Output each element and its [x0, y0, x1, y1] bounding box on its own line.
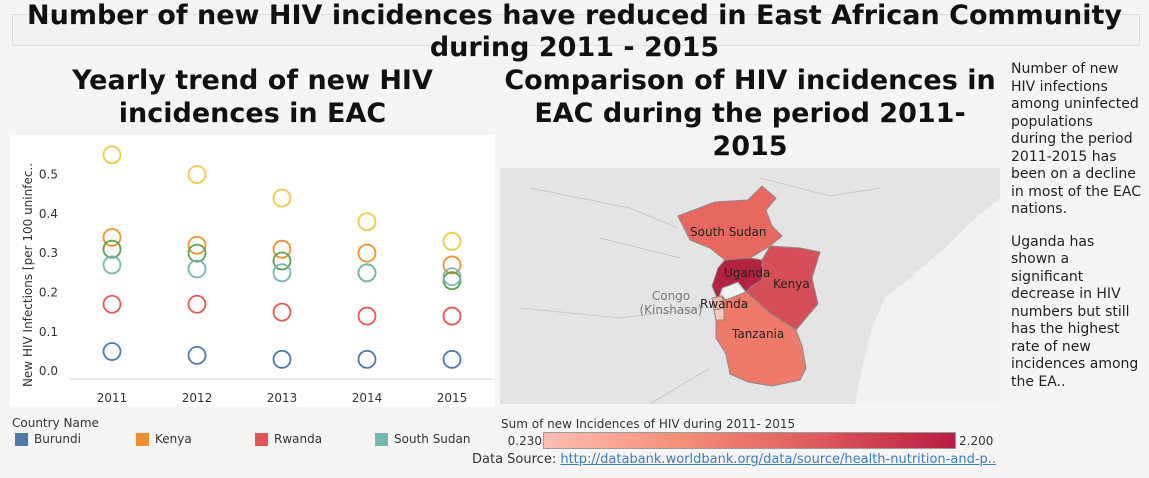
map-label-tanzania: Tanzania	[731, 327, 784, 341]
legend-swatch	[136, 432, 149, 446]
legend-item-south-sudan[interactable]: South Sudan	[375, 432, 471, 446]
scatter-point[interactable]	[442, 267, 462, 287]
scatter-point[interactable]	[442, 306, 462, 326]
map-panel[interactable]: South Sudan Uganda Kenya Rwanda Tanzania…	[500, 168, 1000, 404]
scatter-point[interactable]	[272, 251, 292, 271]
scatter-chart[interactable]: 0.0 0.1 0.2 0.3 0.4 0.5 New HIV Infections [pe…	[10, 135, 495, 407]
scatter-point[interactable]	[442, 255, 462, 275]
map-label-south-sudan: South Sudan	[690, 225, 767, 239]
legend-label: Kenya	[155, 432, 192, 446]
scatter-point[interactable]	[102, 294, 122, 314]
scatter-title: Yearly trend of new HIV incidences in EA…	[72, 65, 433, 129]
scatter-point[interactable]	[102, 342, 122, 361]
scatter-point[interactable]	[187, 165, 207, 184]
y-tick-label: 0.0	[39, 364, 58, 378]
legend-label: South Sudan	[394, 432, 471, 446]
scatter-point[interactable]	[272, 263, 292, 283]
legend-swatch	[15, 432, 28, 446]
neighbor-borders	[519, 177, 881, 404]
side-note: Number of new HIV infections among uninf…	[1011, 61, 1141, 406]
indian-ocean	[855, 198, 1000, 404]
map-label-uganda: Uganda	[724, 266, 770, 280]
y-tick-label: 0.3	[39, 246, 58, 260]
x-tick-label: 2013	[267, 391, 298, 405]
scatter-point[interactable]	[357, 243, 377, 263]
scatter-point[interactable]	[357, 263, 377, 283]
y-tick-label: 0.5	[39, 167, 58, 181]
scatter-point[interactable]	[102, 228, 122, 247]
side-note-para-1: Number of new HIV infections among uninf…	[1011, 61, 1141, 217]
scatter-point[interactable]	[442, 349, 462, 369]
scatter-panel: 0.0 0.1 0.2 0.3 0.4 0.5 New HIV Infections [pe…	[10, 135, 495, 407]
data-source: Data Source: http://databank.worldbank.o…	[472, 452, 996, 467]
dashboard-title: Number of new HIV incidences have reduce…	[27, 0, 1122, 63]
scatter-point[interactable]	[357, 212, 377, 232]
map-label-rwanda: Rwanda	[700, 297, 748, 311]
eac-map[interactable]: South Sudan Uganda Kenya Rwanda Tanzania…	[500, 168, 1000, 404]
scatter-point[interactable]	[187, 235, 207, 255]
map-label-kinshasa: (Kinshasa)	[640, 303, 703, 317]
legend-swatch	[255, 432, 268, 446]
side-note-para-2: Uganda has shown a significant decrease …	[1011, 233, 1139, 390]
y-axis-label: New HIV Infections [per 100 uninfec..	[21, 163, 35, 387]
title-bar	[12, 14, 1140, 46]
legend-label: Burundi	[34, 432, 81, 446]
legend-title: Country Name	[12, 416, 99, 430]
scatter-point[interactable]	[102, 239, 122, 259]
scatter-point[interactable]	[272, 349, 292, 369]
map-label-kenya: Kenya	[773, 277, 810, 291]
map-region-uganda[interactable]	[711, 257, 763, 302]
scatter-point[interactable]	[187, 294, 207, 314]
scatter-point[interactable]	[357, 349, 377, 369]
scatter-point[interactable]	[272, 239, 292, 259]
x-tick-label: 2011	[97, 391, 128, 405]
scatter-point[interactable]	[102, 145, 122, 165]
map-region-south-sudan[interactable]	[677, 185, 783, 261]
scatter-point[interactable]	[187, 259, 207, 279]
legend-item-kenya[interactable]: Kenya	[136, 432, 192, 446]
x-tick-label: 2012	[182, 391, 213, 405]
map-title: Comparison of HIV incidences in EAC duri…	[504, 65, 996, 162]
y-tick-label: 0.2	[39, 285, 58, 299]
legend-swatch	[375, 432, 388, 446]
scatter-point[interactable]	[442, 231, 462, 251]
data-source-label: Data Source:	[472, 452, 557, 467]
y-tick-label: 0.4	[39, 207, 58, 221]
color-legend-title: Sum of new Incidences of HIV during 2011…	[501, 417, 796, 431]
color-legend-bar	[543, 432, 956, 449]
data-source-link[interactable]: http://databank.worldbank.org/data/sourc…	[560, 452, 997, 467]
map-region-tanzania[interactable]	[715, 291, 807, 387]
scatter-point[interactable]	[102, 255, 122, 275]
scatter-point[interactable]	[442, 271, 462, 291]
y-tick-label: 0.1	[39, 325, 58, 339]
map-label-congo: Congo	[652, 289, 690, 303]
scatter-point[interactable]	[187, 345, 207, 365]
scatter-point[interactable]	[272, 188, 292, 208]
legend-label: Rwanda	[274, 432, 323, 446]
color-legend-max: 2.200	[959, 434, 994, 448]
color-legend-min: 0.230	[507, 434, 542, 448]
scatter-point[interactable]	[272, 302, 292, 322]
map-region-kenya[interactable]	[745, 245, 821, 331]
legend-item-burundi[interactable]: Burundi	[15, 432, 81, 446]
scatter-point[interactable]	[187, 243, 207, 263]
legend-item-rwanda[interactable]: Rwanda	[255, 432, 322, 446]
x-tick-label: 2015	[437, 391, 468, 405]
scatter-point[interactable]	[357, 306, 377, 326]
x-tick-label: 2014	[352, 391, 383, 405]
